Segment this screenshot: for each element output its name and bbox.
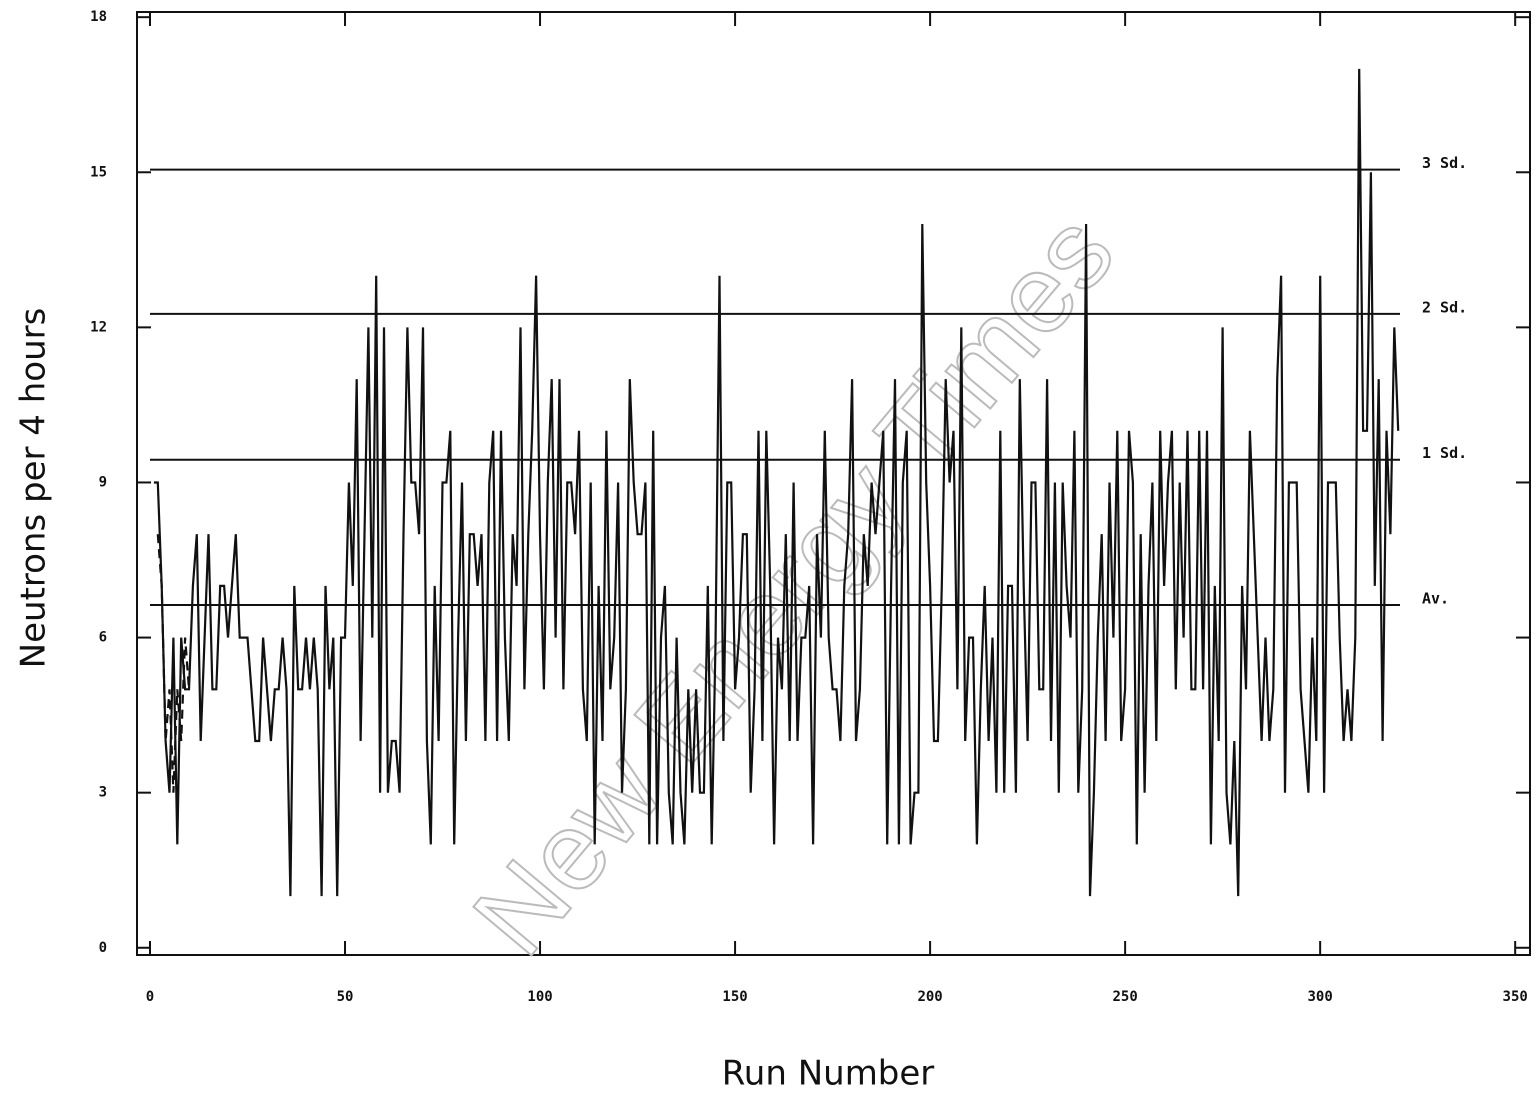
x-tick-label: 200 xyxy=(917,989,942,1005)
x-axis-title: Run Number xyxy=(722,1054,935,1094)
y-tick-label: 6 xyxy=(99,630,107,646)
reference-label: 3 Sd. xyxy=(1422,154,1467,172)
y-axis-title: Neutrons per 4 hours xyxy=(14,308,54,669)
y-tick-label: 3 xyxy=(99,785,107,801)
y-tick-label: 0 xyxy=(99,940,107,956)
x-tick-label: 250 xyxy=(1112,989,1137,1005)
x-tick-label: 350 xyxy=(1503,989,1528,1005)
x-tick-label: 100 xyxy=(527,989,552,1005)
reference-label: Av. xyxy=(1422,589,1449,607)
watermark: New Energy Times xyxy=(450,191,1138,977)
y-tick-label: 18 xyxy=(90,9,107,25)
y-tick-label: 9 xyxy=(99,474,107,490)
plot-frame xyxy=(136,11,1531,956)
x-tick-label: 300 xyxy=(1308,989,1333,1005)
reference-label: 1 Sd. xyxy=(1422,444,1467,462)
x-tick-label: 50 xyxy=(337,989,354,1005)
y-tick-label: 15 xyxy=(90,164,107,180)
x-tick-label: 150 xyxy=(722,989,747,1005)
x-tick-label: 0 xyxy=(146,989,154,1005)
reference-label: 2 Sd. xyxy=(1422,298,1467,316)
data-line xyxy=(153,68,1400,897)
y-tick-label: 12 xyxy=(90,319,107,335)
